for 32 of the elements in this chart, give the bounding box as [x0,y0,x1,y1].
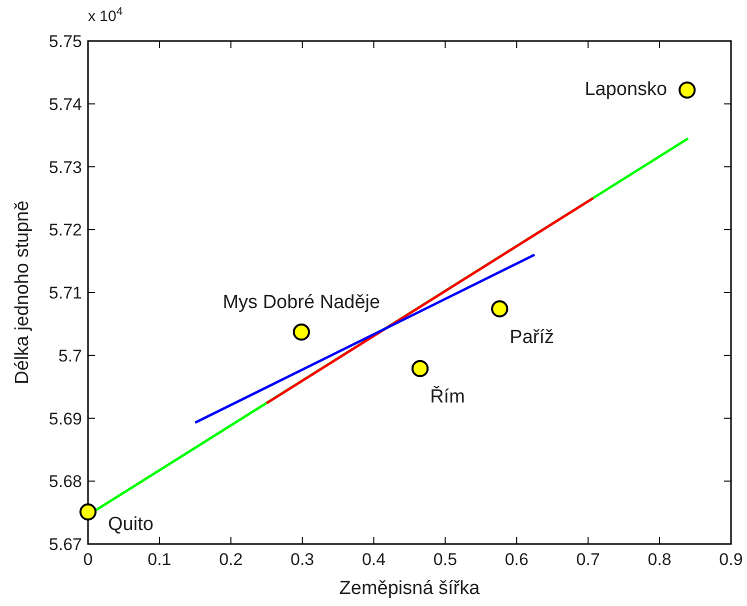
point [79,503,97,520]
annotation: Quito [108,514,154,535]
y-tick-label: 5.67 [48,535,82,554]
text: x 10$^{4}$ [88,6,123,25]
x-tick-label: 0.5 [433,550,458,569]
point [491,300,508,318]
y-tick-label: 5.69 [48,409,82,428]
x-tick-label: 0 [83,550,93,569]
y-tick-label: 5.7 [58,346,82,366]
x-tick-label: 0.8 [648,550,672,569]
y-tick-label: 5.75 [48,32,82,51]
x-tick-label: 0.2 [219,550,243,569]
annotation: Paříž [510,326,554,348]
x-tick-label: 0.9 [719,550,743,569]
x-axis-title: Zeměpisná šířka [339,578,480,599]
y-tick-label: 5.71 [48,284,82,302]
annotation: Laponsko [584,79,668,100]
y-tick-label: 5.73 [48,158,82,177]
point [412,360,429,378]
y-axis-title: Délka jednoho stupně [12,200,33,384]
y-tick-label: 5.72 [48,220,82,240]
x-tick-label: 0.1 [148,550,172,569]
x-tick-label: 0.4 [362,550,386,569]
y-tick-label: 5.74 [48,94,82,114]
annotation: Řím [430,386,465,408]
x-tick-label: 0.7 [576,550,600,569]
x-tick-label: 0.6 [504,550,528,569]
x-tick-label: 0.3 [290,550,314,569]
annotation: Mys Dobré Naděje [222,292,380,314]
y-tick-label: 5.68 [48,472,82,492]
point [292,324,310,341]
point [678,81,696,99]
